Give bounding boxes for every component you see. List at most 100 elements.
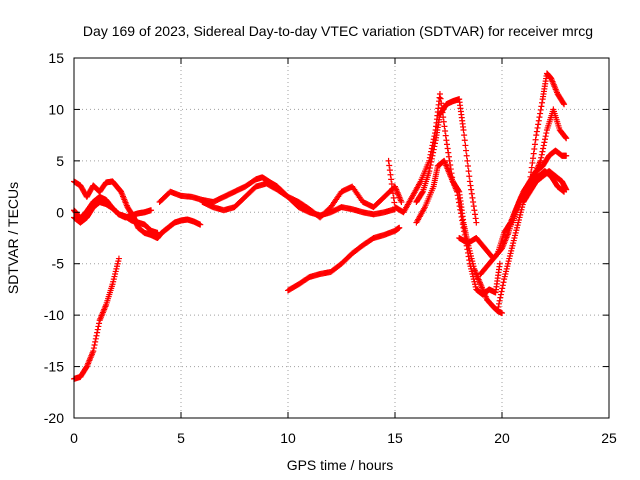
data-point	[461, 228, 468, 235]
data-point	[535, 117, 542, 124]
data-point	[527, 173, 534, 180]
data-point	[459, 217, 466, 224]
data-point	[466, 178, 473, 185]
x-tick-label: 25	[601, 430, 617, 446]
data-point	[463, 152, 470, 159]
data-point	[90, 345, 97, 352]
y-axis-label: SDTVAR / TECUs	[5, 182, 21, 294]
y-tick-label: -20	[44, 410, 64, 426]
data-point	[94, 329, 101, 336]
data-point	[389, 185, 396, 192]
data-point	[460, 224, 467, 231]
data-point	[91, 341, 98, 348]
data-point	[538, 103, 545, 110]
data-point	[534, 124, 541, 131]
data-point	[438, 100, 445, 107]
data-point	[462, 142, 469, 149]
data-point	[530, 150, 537, 157]
data-point	[443, 137, 450, 144]
data-point	[444, 145, 451, 152]
data-point	[115, 255, 122, 262]
series-arc-6	[199, 180, 405, 221]
y-tick-label: 15	[48, 50, 64, 66]
data-point	[466, 173, 473, 180]
data-point	[497, 291, 504, 298]
data-point	[533, 128, 540, 135]
data-point	[419, 189, 426, 196]
y-tick-label: 5	[56, 153, 64, 169]
data-point	[440, 118, 447, 125]
data-point	[398, 199, 405, 205]
data-point	[468, 186, 475, 193]
data-point	[467, 182, 474, 189]
data-point	[457, 210, 464, 217]
x-tick-label: 5	[177, 430, 185, 446]
data-point	[563, 135, 570, 142]
data-point	[533, 132, 540, 139]
series-arc-5	[156, 174, 398, 219]
data-point	[562, 134, 569, 141]
series-arc-2	[71, 178, 204, 241]
data-point	[470, 199, 477, 205]
data-point	[471, 207, 478, 214]
data-point	[538, 151, 545, 158]
data-point	[436, 91, 443, 97]
data-point	[94, 326, 101, 333]
chart-title: Day 169 of 2023, Sidereal Day-to-day VTE…	[83, 23, 593, 39]
data-point	[528, 169, 535, 176]
data-point	[390, 194, 397, 201]
data-points	[71, 70, 570, 382]
data-point	[473, 219, 480, 226]
series-arc-15	[509, 168, 568, 226]
data-point	[535, 121, 542, 128]
data-point	[461, 132, 468, 139]
data-point	[90, 348, 97, 355]
data-point	[458, 213, 465, 220]
data-point	[95, 323, 102, 330]
data-point	[96, 320, 103, 327]
data-point	[543, 130, 550, 137]
data-point	[430, 146, 437, 153]
data-point	[427, 161, 434, 168]
series-arc-1	[71, 255, 122, 382]
data-point	[456, 203, 463, 210]
data-point	[445, 153, 452, 160]
data-point	[457, 206, 464, 213]
y-tick-label: -10	[44, 307, 64, 323]
data-point	[529, 159, 536, 166]
data-point	[561, 188, 568, 195]
data-point	[396, 224, 403, 231]
series-arc-10	[413, 157, 503, 298]
x-tick-label: 15	[387, 430, 403, 446]
y-tick-label: -5	[52, 256, 65, 272]
y-tick-label: -15	[44, 359, 64, 375]
data-point	[464, 157, 471, 164]
data-point	[496, 300, 503, 307]
data-point	[428, 158, 435, 165]
data-point	[455, 199, 462, 206]
data-point	[390, 190, 397, 197]
data-point	[530, 155, 537, 162]
data-point	[437, 95, 444, 102]
data-point	[540, 142, 547, 149]
data-point	[445, 149, 452, 156]
data-point	[464, 246, 471, 253]
x-tick-label: 0	[70, 430, 78, 446]
data-point	[495, 303, 502, 310]
data-point	[560, 100, 567, 107]
data-point	[539, 148, 546, 155]
data-point	[388, 176, 395, 183]
data-point	[429, 152, 436, 159]
data-point	[538, 154, 545, 161]
data-point	[499, 282, 506, 289]
data-point	[540, 145, 547, 152]
data-point	[464, 249, 471, 256]
data-point	[441, 123, 448, 130]
data-point	[496, 297, 503, 304]
data-point	[563, 152, 570, 159]
x-tick-label: 20	[494, 430, 510, 446]
data-point	[461, 231, 468, 238]
data-point	[391, 199, 398, 206]
series-arc-4	[71, 193, 155, 222]
